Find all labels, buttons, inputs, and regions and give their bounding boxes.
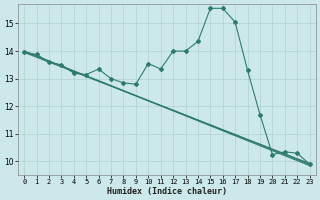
X-axis label: Humidex (Indice chaleur): Humidex (Indice chaleur) [107, 187, 227, 196]
